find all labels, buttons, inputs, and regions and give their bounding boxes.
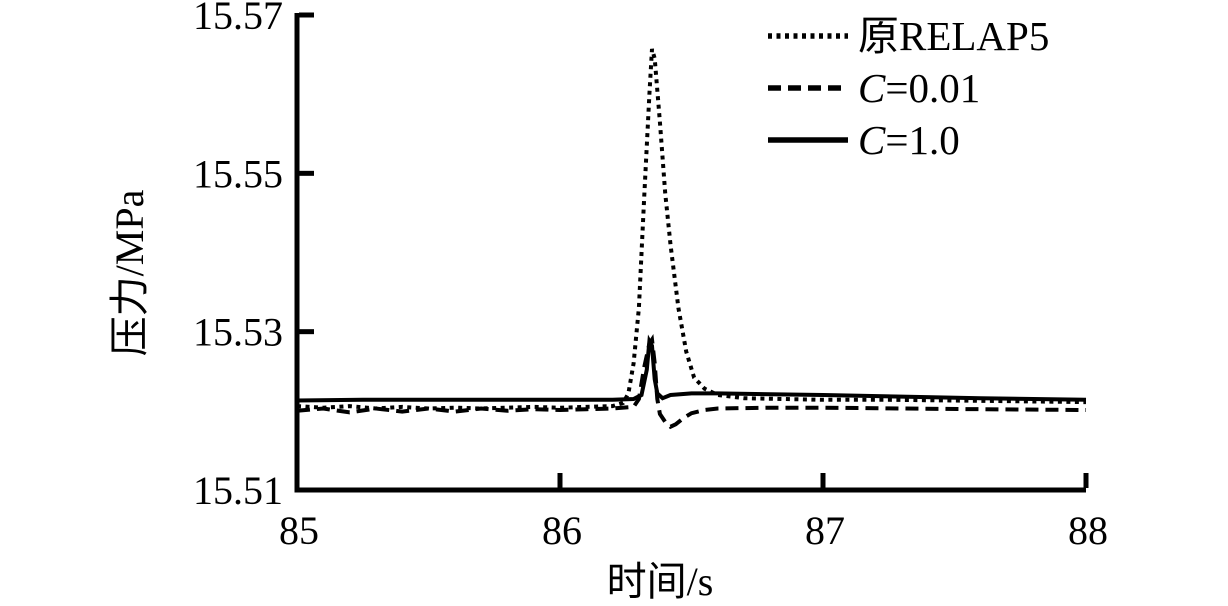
series-line-solid [296, 334, 1087, 403]
y-axis-label: 压力/MPa [107, 189, 152, 357]
series-line-dotted [296, 48, 1087, 411]
y-tick-label: 15.53 [193, 310, 283, 355]
x-tick-label: 86 [542, 508, 582, 553]
x-tick-label: 88 [1068, 508, 1108, 553]
x-axis-label: 时间/s [606, 559, 714, 604]
legend-label: C=1.0 [858, 117, 960, 163]
y-tick-label: 15.51 [193, 468, 283, 513]
legend-label: C=0.01 [858, 65, 980, 111]
x-tick-label: 85 [279, 508, 319, 553]
x-tick-label: 87 [805, 508, 845, 553]
y-tick-label: 15.57 [193, 0, 283, 38]
y-tick-label: 15.55 [193, 151, 283, 196]
legend-label: 原RELAP5 [858, 13, 1049, 59]
series-line-dashed [296, 333, 1087, 430]
